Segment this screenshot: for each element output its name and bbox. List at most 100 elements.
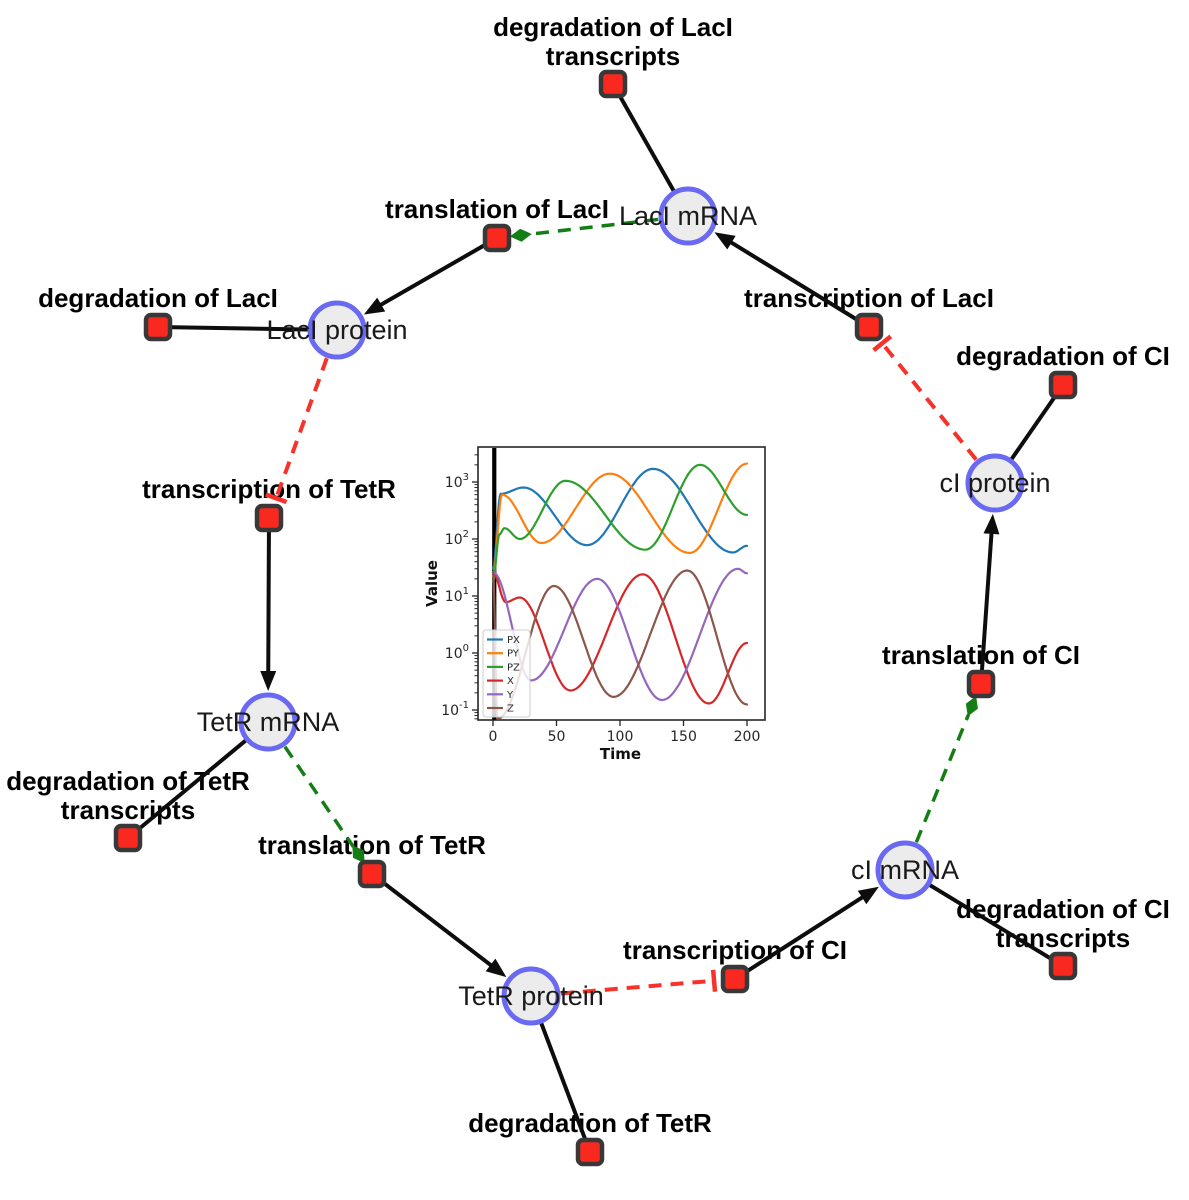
reaction-node-degradation-of-laci[interactable] <box>143 312 173 342</box>
x-tick-label: 150 <box>670 729 697 745</box>
degradation-of-tetr-label: degradation of TetR <box>468 1108 712 1138</box>
legend-label-PY: PY <box>507 649 520 660</box>
reaction-node-translation-of-tetr[interactable] <box>357 859 387 889</box>
y-tick-label: 103 <box>445 472 469 491</box>
reaction-link-line <box>903 868 1065 968</box>
ci-mrna-label: cI mRNA <box>851 855 959 885</box>
edge-tetr-mrna-to-degradation-of-tetr-transcripts <box>126 720 270 840</box>
x-tick-label: 50 <box>548 729 566 745</box>
species-node-tetr-protein[interactable] <box>501 966 561 1026</box>
x-tick-label: 100 <box>607 729 634 745</box>
legend-label-X: X <box>507 676 514 687</box>
series-line-PX <box>491 467 749 570</box>
reaction-node-transcription-of-ci[interactable] <box>720 964 750 994</box>
laci-protein-label: LacI protein <box>266 315 407 345</box>
transcription-of-laci-label: transcription of LacI <box>744 283 994 313</box>
reaction-link-line <box>157 325 338 332</box>
y-tick-label: 101 <box>445 586 469 605</box>
diamond-arrowhead-icon <box>965 696 978 717</box>
reaction-node-degradation-of-ci-transcripts[interactable] <box>1048 951 1078 981</box>
inhibition-tee-icon <box>872 334 893 352</box>
species-node-laci-mrna[interactable] <box>658 186 718 246</box>
degradation-of-laci-label: degradation of LacI <box>38 283 278 313</box>
legend-label-Y: Y <box>506 690 514 701</box>
reaction-node-degradation-of-ci[interactable] <box>1048 370 1078 400</box>
reaction-node-degradation-of-tetr[interactable] <box>575 1137 605 1167</box>
edge-ci-protein-to-transcription-of-laci <box>872 334 978 461</box>
inhibition-tee-icon <box>710 969 718 992</box>
reaction-node-translation-of-laci[interactable] <box>482 223 512 253</box>
species-node-tetr-mrna[interactable] <box>238 692 298 752</box>
species-node-ci-protein[interactable] <box>965 453 1025 513</box>
production-line <box>370 872 499 972</box>
reaction-labels-layer: degradation of LacItranscriptstranslatio… <box>6 12 1170 1138</box>
degradation-of-ci-transcripts-label: degradation of CI <box>956 894 1170 924</box>
reaction-node-transcription-of-laci[interactable] <box>854 312 884 342</box>
x-axis-title: Time <box>600 745 641 763</box>
nodes-layer <box>113 69 1078 1167</box>
degradation-of-laci-transcripts-label: degradation of LacI <box>493 12 733 42</box>
edge-transcription-of-tetr-to-tetr-mrna <box>260 517 277 692</box>
y-tick-label: 102 <box>445 529 469 548</box>
x-tick-label: 0 <box>489 729 498 745</box>
edge-tetr-protein-to-transcription-of-ci <box>560 969 718 996</box>
legend-label-PZ: PZ <box>507 662 520 673</box>
edge-ci-mrna-to-translation-of-ci <box>914 696 978 843</box>
production-line <box>723 236 871 329</box>
translation-of-laci-label: translation of LacI <box>385 194 609 224</box>
tetr-protein-label: TetR protein <box>458 981 604 1011</box>
species-labels-layer: LacI mRNA LacI protein TetR mRNA TetR prote… <box>197 201 1051 1011</box>
tetr-mrna-label: TetR mRNA <box>197 707 340 737</box>
translation-of-tetr-label: translation of TetR <box>258 830 486 860</box>
y-tick-label: 10-1 <box>441 700 469 719</box>
edge-translation-of-tetr-to-tetr-protein <box>370 872 507 978</box>
ci-protein-label: cI protein <box>939 468 1050 498</box>
arrowhead-icon <box>363 297 386 315</box>
production-line <box>733 891 870 981</box>
laci-mrna-label: LacI mRNA <box>619 201 757 231</box>
inhibition-line <box>274 357 329 499</box>
edge-ci-mrna-to-degradation-of-ci-transcripts <box>903 868 1065 968</box>
degradation-of-ci-label: degradation of CI <box>956 341 1170 371</box>
production-line <box>979 525 995 685</box>
y-tick-label: 100 <box>445 643 469 662</box>
series-line-X <box>491 571 749 705</box>
edge-tetr-mrna-to-translation-of-tetr <box>283 745 365 864</box>
edge-transcription-of-laci-to-laci-mrna <box>714 232 871 329</box>
series-line-PY <box>491 462 749 578</box>
species-node-laci-protein[interactable] <box>307 300 367 360</box>
inhibition-line <box>560 978 715 996</box>
modifier-line <box>914 713 971 843</box>
transcription-of-tetr-label: transcription of TetR <box>142 474 396 504</box>
reaction-node-translation-of-ci[interactable] <box>966 669 996 699</box>
edges-layer <box>126 83 1065 1153</box>
edge-transcription-of-ci-to-ci-mrna <box>733 886 879 981</box>
y-axis-title: Value <box>423 560 441 607</box>
reaction-node-degradation-of-tetr-transcripts[interactable] <box>113 823 143 853</box>
legend-label-PX: PX <box>507 635 520 646</box>
x-tick-label: 200 <box>734 729 761 745</box>
reaction-link-line <box>126 720 270 840</box>
diamond-arrowhead-icon <box>509 228 532 242</box>
arrowhead-icon <box>857 886 879 905</box>
series-line-Y <box>491 567 749 702</box>
transcription-of-ci-label: transcription of CI <box>623 935 847 965</box>
inset-chart: 10-1 100 101 102 103 0 50 100 150 200 Time Value PX P… <box>423 446 766 763</box>
edge-translation-of-laci-to-laci-protein <box>363 236 498 315</box>
series-curves <box>491 462 749 720</box>
arrowhead-icon <box>714 232 736 250</box>
production-line <box>266 517 271 680</box>
arrowhead-icon <box>485 958 507 978</box>
arrowhead-icon <box>983 513 1000 535</box>
species-node-ci-mrna[interactable] <box>875 840 935 900</box>
degradation-of-tetr-transcripts-label: degradation of TetR <box>6 766 250 796</box>
diamond-arrowhead-icon <box>352 845 365 864</box>
production-line <box>373 236 498 311</box>
reaction-node-degradation-of-laci-transcripts[interactable] <box>598 69 628 99</box>
reaction-node-transcription-of-tetr[interactable] <box>254 503 284 533</box>
inhibition-tee-icon <box>265 492 288 505</box>
inhibition-line <box>880 342 978 461</box>
legend-label-Z: Z <box>507 704 514 715</box>
